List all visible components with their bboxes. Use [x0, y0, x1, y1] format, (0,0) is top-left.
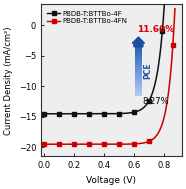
- X-axis label: Voltage (V): Voltage (V): [86, 176, 137, 185]
- FancyArrow shape: [132, 37, 144, 47]
- Text: 8.27%: 8.27%: [142, 97, 169, 106]
- Legend: PBDB-T:BTTBo-4F, PBDB-T:BTTBo-4FN: PBDB-T:BTTBo-4F, PBDB-T:BTTBo-4FN: [46, 9, 129, 26]
- Y-axis label: Current Density (mA/cm²): Current Density (mA/cm²): [4, 26, 13, 135]
- Text: PCE: PCE: [143, 62, 152, 79]
- Text: 11.60%: 11.60%: [137, 25, 174, 34]
